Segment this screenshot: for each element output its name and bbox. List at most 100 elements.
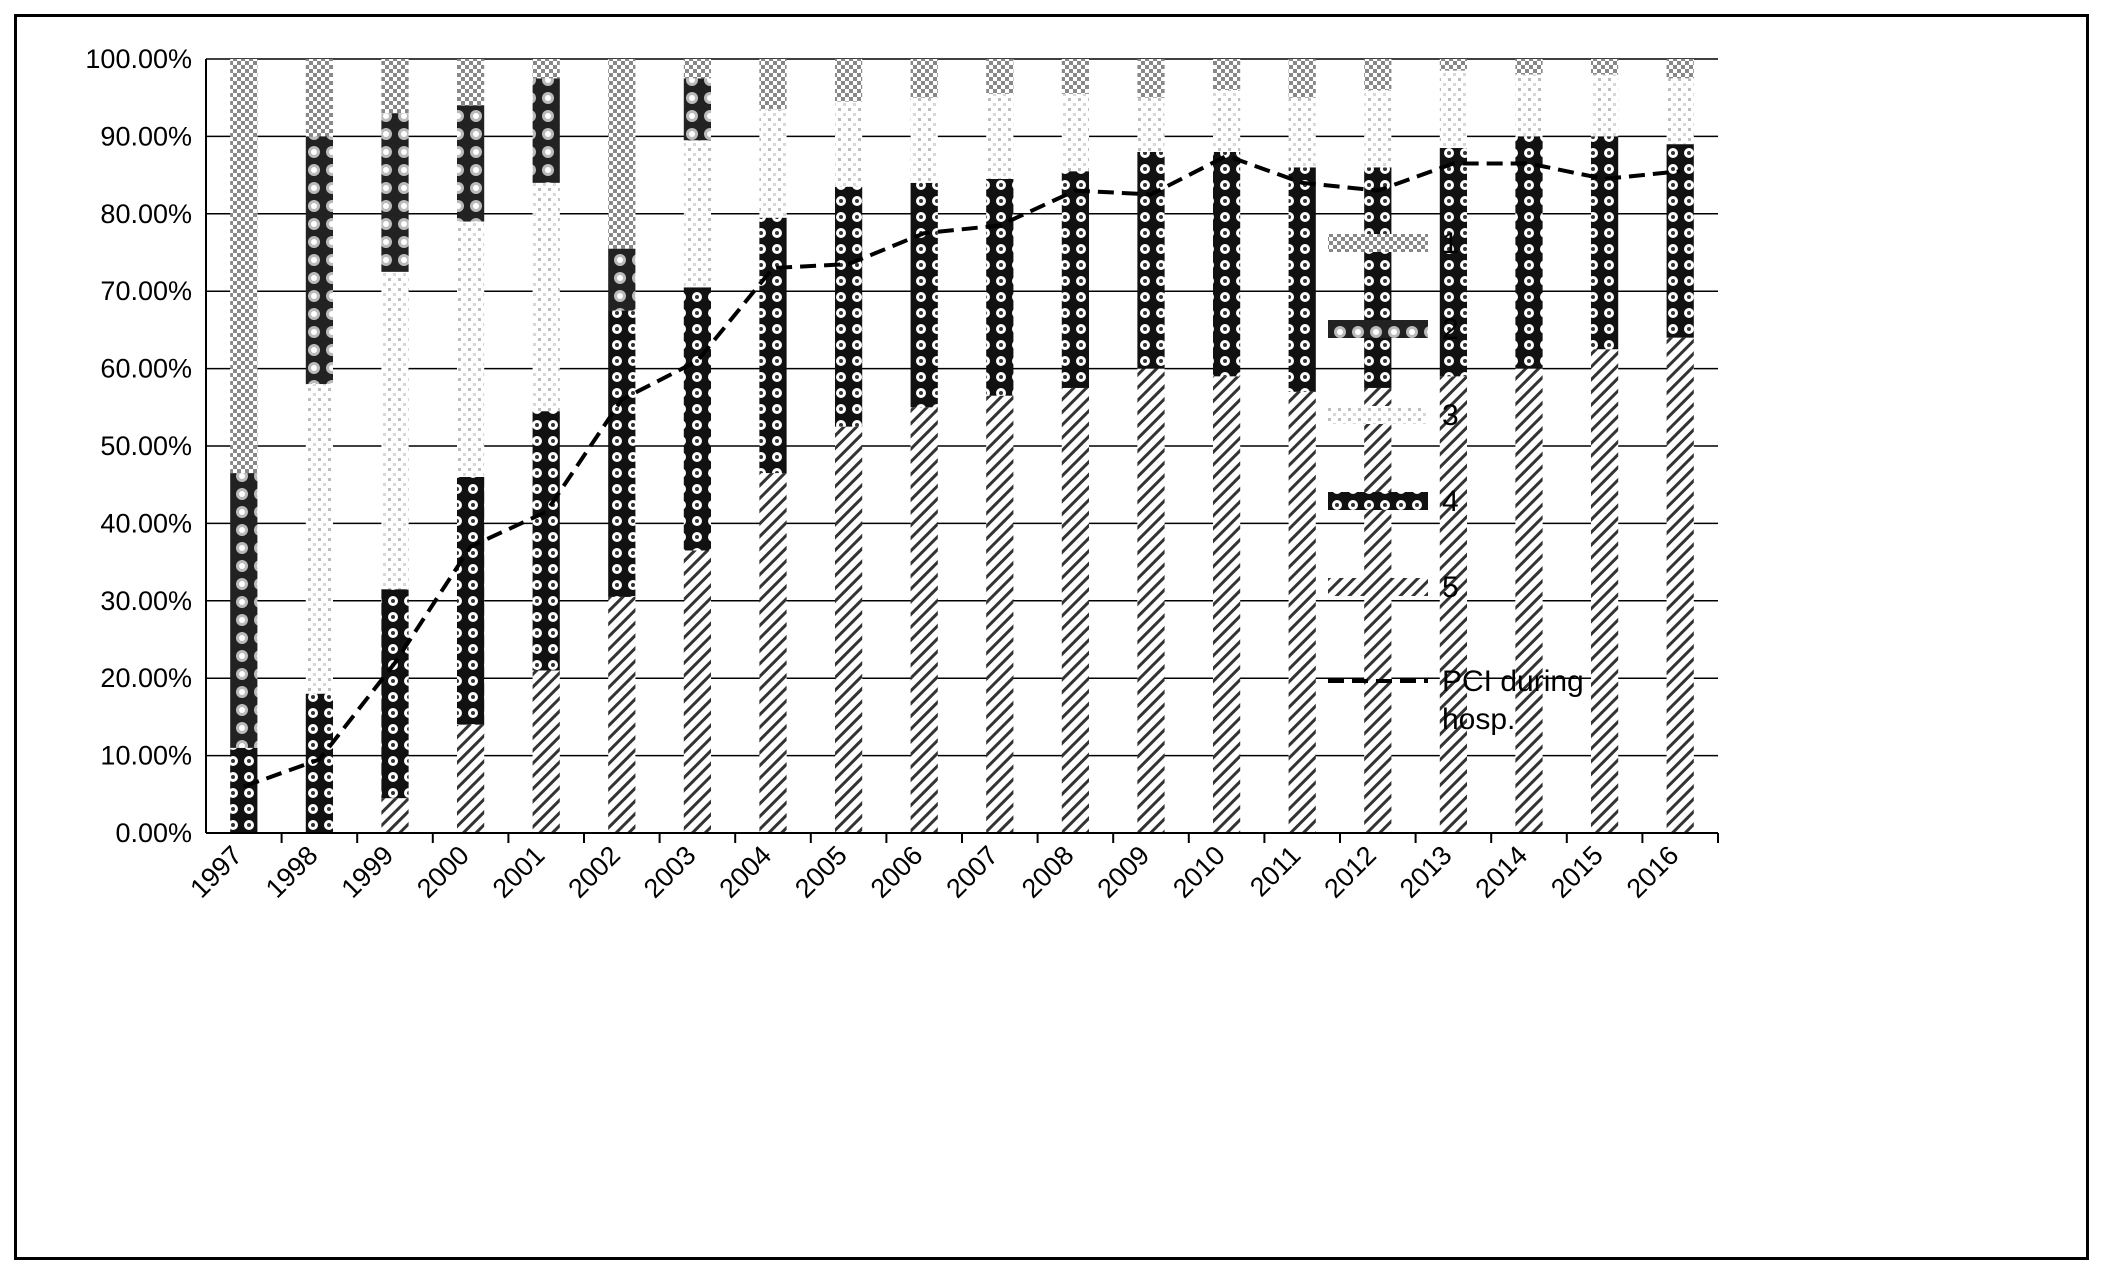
bar-segment-series-3	[532, 182, 560, 412]
legend: 1 2 3 4 5 PCI during hosp.	[1328, 227, 1584, 736]
bar-segment-series-3	[834, 101, 863, 187]
bar-segment-series-1	[608, 59, 636, 249]
x-tick-label: 1999	[336, 840, 400, 904]
bar-segment-series-1	[1666, 59, 1694, 79]
x-tick-label: 2002	[562, 840, 626, 904]
bar-segment-series-5	[1590, 349, 1619, 833]
bar-segment-series-5	[910, 407, 938, 833]
bar-segment-series-1	[1590, 59, 1619, 75]
x-tick-label: 2015	[1545, 840, 1609, 904]
bar-segment-series-3	[456, 221, 485, 477]
y-tick-label: 0.00%	[115, 818, 192, 848]
bar-segment-series-3	[1212, 89, 1241, 152]
bar-segment-series-4	[1364, 167, 1392, 388]
bar-segment-series-4	[381, 589, 409, 799]
x-tick-label: 2007	[940, 840, 1004, 904]
bar-segment-series-1	[230, 59, 258, 474]
bar-segment-series-2	[305, 136, 334, 385]
bar-segment-series-5	[1137, 368, 1165, 833]
y-tick-label: 100.00%	[85, 44, 192, 74]
chart-frame: 0.00% 10.00% 20.00% 30.00% 40.00% 50.00% 60.00…	[14, 14, 2089, 1260]
bar-segment-series-1	[1061, 59, 1090, 94]
x-tick-label: 2000	[411, 840, 475, 904]
x-tick-label: 2006	[865, 840, 929, 904]
bar-segment-series-5	[759, 473, 787, 833]
bar-segment-series-5	[986, 395, 1014, 833]
bar-segment-series-3	[1515, 74, 1543, 137]
bar-segment-series-1	[1439, 59, 1468, 71]
bar-segment-series-1	[683, 59, 712, 79]
bar-series-group	[230, 59, 1694, 833]
bar-segment-series-4	[1590, 136, 1619, 350]
x-tick-label: 2010	[1167, 840, 1231, 904]
bar-segment-series-4	[1137, 151, 1165, 369]
legend-label: 4	[1442, 485, 1459, 518]
bar-segment-series-3	[1364, 89, 1392, 168]
bar-segment-series-2	[456, 105, 485, 222]
bar-segment-series-5	[1061, 387, 1090, 833]
legend-label: 5	[1442, 571, 1459, 604]
legend-swatch-3	[1328, 406, 1428, 424]
bar-segment-series-4	[608, 310, 636, 597]
x-tick-label: 1997	[184, 840, 248, 904]
bar-segment-series-4	[230, 747, 258, 833]
x-tick-label: 2012	[1318, 840, 1382, 904]
bar-segment-series-1	[305, 59, 334, 137]
pci-line-group	[243, 153, 1681, 789]
x-tick-label: 2011	[1244, 840, 1306, 902]
bar-segment-series-2	[230, 473, 258, 748]
bar-segment-series-4	[1212, 151, 1241, 377]
bar-segment-series-1	[1364, 59, 1392, 90]
y-tick-label: 30.00%	[100, 586, 192, 616]
bar-segment-series-3	[381, 271, 409, 590]
bar-segment-series-1	[1212, 59, 1241, 90]
bar-segment-series-5	[834, 426, 863, 833]
y-tick-label: 40.00%	[100, 508, 192, 538]
bar-segment-series-5	[1439, 376, 1468, 833]
legend-swatch-2	[1328, 320, 1428, 338]
bar-segment-series-5	[1515, 368, 1543, 833]
legend-label: 1	[1442, 227, 1459, 260]
legend-label: 2	[1442, 313, 1459, 346]
bar-segment-series-3	[1137, 97, 1165, 152]
bar-segment-series-3	[1288, 97, 1316, 168]
pci-line	[243, 153, 1681, 789]
legend-line-label: hosp.	[1442, 703, 1515, 736]
bar-segment-series-4	[1288, 167, 1316, 392]
bar-segment-series-1	[456, 59, 485, 106]
x-tick-label: 1998	[260, 840, 324, 904]
bar-segment-series-1	[381, 59, 409, 114]
x-tick-label: 2014	[1470, 840, 1534, 904]
y-tick-label: 80.00%	[100, 199, 192, 229]
x-tick-label: 2013	[1394, 840, 1458, 904]
bar-segment-series-4	[759, 217, 787, 474]
bar-segment-series-4	[910, 182, 938, 408]
bar-segment-series-4	[456, 476, 485, 725]
bar-segment-series-2	[532, 78, 560, 183]
bar-segment-series-2	[683, 78, 712, 141]
y-tick-label: 60.00%	[100, 354, 192, 384]
bar-segment-series-1	[759, 59, 787, 110]
x-tick-label: 2005	[789, 840, 853, 904]
y-tick-label: 70.00%	[100, 276, 192, 306]
bar-segment-series-5	[1212, 376, 1241, 833]
bar-segment-series-5	[1364, 387, 1392, 833]
x-tick-label: 2016	[1621, 840, 1685, 904]
bar-segment-series-5	[683, 550, 712, 833]
legend-line-label: PCI during	[1442, 665, 1584, 698]
bar-segment-series-3	[683, 140, 712, 288]
x-tick-label: 2009	[1092, 840, 1156, 904]
bar-segment-series-1	[1137, 59, 1165, 98]
legend-swatch-5	[1328, 578, 1428, 596]
bar-segment-series-4	[683, 287, 712, 551]
bar-segment-series-1	[532, 59, 560, 79]
bar-segment-series-3	[1439, 70, 1468, 149]
y-tick-label: 50.00%	[100, 431, 192, 461]
x-tick-label: 2008	[1016, 840, 1080, 904]
bar-segment-series-3	[1590, 74, 1619, 137]
bar-segment-series-4	[1515, 136, 1543, 369]
bar-segment-series-4	[532, 411, 560, 671]
bar-segment-series-1	[910, 59, 938, 98]
bar-segment-series-5	[1666, 337, 1694, 833]
bar-segment-series-1	[1515, 59, 1543, 75]
